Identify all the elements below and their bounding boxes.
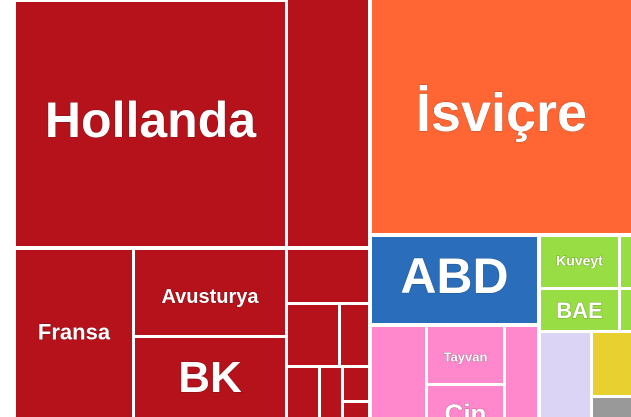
tile	[541, 237, 618, 287]
tile	[321, 368, 341, 417]
tile	[541, 290, 618, 330]
tile	[288, 305, 338, 365]
unlabeled-tiles	[288, 0, 631, 417]
tile	[135, 338, 285, 417]
tile-label: İsviçre	[416, 83, 587, 143]
tile	[541, 333, 590, 417]
tile	[372, 0, 631, 233]
tile	[506, 327, 537, 417]
tile	[372, 237, 537, 323]
tile	[288, 250, 368, 302]
tile-label: Tayvan	[444, 349, 488, 364]
tile	[288, 368, 318, 417]
tile	[593, 333, 631, 395]
tile	[621, 237, 631, 287]
tile	[621, 290, 631, 330]
tile-label: Kuveyt	[556, 253, 603, 269]
tile	[428, 327, 503, 383]
tile-label: ABD	[400, 248, 508, 304]
tile	[16, 250, 132, 417]
tile	[341, 305, 368, 365]
tile	[288, 0, 368, 246]
tile	[16, 2, 285, 246]
tile	[428, 386, 503, 417]
tile	[593, 398, 631, 417]
tile-label: Fransa	[38, 319, 111, 344]
tile	[372, 327, 425, 417]
tile-label: Çin	[445, 398, 487, 417]
tile-label: Hollanda	[45, 92, 257, 148]
tile	[344, 368, 368, 400]
tile-label: BAE	[556, 298, 602, 323]
tile	[344, 403, 368, 417]
tile-label: BK	[178, 353, 242, 402]
tile-label: Avusturya	[161, 286, 259, 308]
tile	[135, 250, 285, 335]
